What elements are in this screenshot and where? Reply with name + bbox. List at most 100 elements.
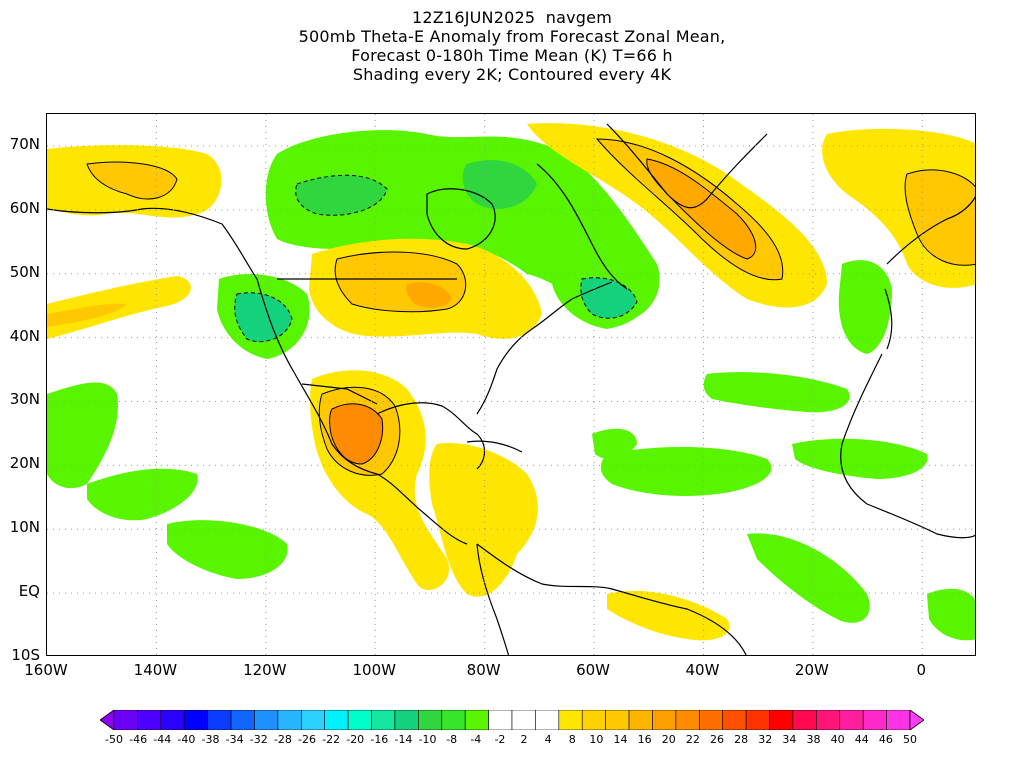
coast-east-us xyxy=(476,281,613,415)
colorbar-label: 34 xyxy=(782,733,797,746)
colorbar-label: 40 xyxy=(830,733,845,746)
colorbar-label: 2 xyxy=(520,733,528,746)
colorbar-label: 14 xyxy=(613,733,628,746)
colorbar-swatch xyxy=(745,710,770,730)
colorbar-swatch xyxy=(137,710,162,730)
colorbar-label: -28 xyxy=(273,733,292,746)
colorbar-label: 4 xyxy=(544,733,552,746)
lon-label: 140W xyxy=(133,661,178,679)
coast-samerica-w xyxy=(476,543,510,655)
shade-green-trop-atl-s xyxy=(747,533,870,623)
contour-mexico-outer xyxy=(318,386,401,476)
colorbar-arrow-left xyxy=(100,710,115,730)
lon-label: 0 xyxy=(916,661,927,679)
colorbar-swatch xyxy=(722,710,747,730)
colorbar-swatch xyxy=(605,710,630,730)
colorbar-swatch xyxy=(581,710,606,730)
title-line-3: Forecast 0-180h Time Mean (K) T=66 h xyxy=(351,46,673,65)
map-panel xyxy=(46,113,976,656)
coastlines xyxy=(47,123,975,655)
colorbar-label: -26 xyxy=(297,733,316,746)
colorbar-label: -8 xyxy=(446,733,458,746)
lon-label: 160W xyxy=(24,661,68,679)
colorbar-swatch xyxy=(347,710,372,730)
lat-label: 50N xyxy=(9,262,40,281)
lat-label: 30N xyxy=(9,390,40,409)
title-line-1: 12Z16JUN2025 navgem xyxy=(412,8,612,27)
colorbar-swatch xyxy=(511,710,536,730)
colorbar-label: -16 xyxy=(370,733,389,746)
contour-canada-neg xyxy=(295,174,388,216)
colorbar-label: -38 xyxy=(201,733,220,746)
colorbar-label: 10 xyxy=(589,733,604,746)
lat-label: EQ xyxy=(18,582,40,601)
colorbar-swatch xyxy=(886,710,911,730)
colorbar-swatch xyxy=(792,710,817,730)
lat-label: 10N xyxy=(9,518,40,537)
shade-green-gulf-guinea xyxy=(927,588,975,641)
colorbar-swatch xyxy=(394,710,419,730)
colorbar-swatch xyxy=(277,710,302,730)
colorbar-swatch xyxy=(652,710,677,730)
contour-greenland-inner xyxy=(646,158,757,260)
colorbar-label: -14 xyxy=(394,733,413,746)
shade-gold-alaska xyxy=(87,162,177,199)
map-canvas xyxy=(47,114,975,655)
shade-orange-mexico xyxy=(329,403,383,464)
shade-green-canada-inner xyxy=(295,175,387,216)
contour-greatlakes xyxy=(334,251,467,313)
shade-green-atlantic-mid xyxy=(703,372,850,413)
colorbar-label: -2 xyxy=(494,733,506,746)
lat-label: 70N xyxy=(9,134,40,153)
colorbar-swatch xyxy=(160,710,185,730)
colorbar-swatch xyxy=(183,710,208,730)
shade-green-caribbean-e xyxy=(592,428,637,460)
contour-lines xyxy=(86,138,975,476)
shade-green-pacific-w xyxy=(47,382,118,489)
lon-label: 80W xyxy=(466,661,501,679)
lon-label: 60W xyxy=(576,661,611,679)
colorbar-swatch xyxy=(839,710,864,730)
shade-yellow-samerica xyxy=(607,590,730,641)
colorbar-label: -50 xyxy=(105,733,123,746)
coast-hudson xyxy=(426,188,496,250)
colorbar-swatch xyxy=(371,710,396,730)
coast-cuba xyxy=(466,440,523,453)
coast-africa xyxy=(840,353,975,539)
shade-green-trop-atl xyxy=(600,447,772,496)
lat-label: 20N xyxy=(9,454,40,473)
colorbar-label: 22 xyxy=(685,733,700,746)
shade-orange-greatlakes xyxy=(406,282,452,308)
lat-label: 40N xyxy=(9,326,40,345)
lon-label: 20W xyxy=(794,661,829,679)
contour-greenland xyxy=(595,138,784,281)
title-line-2: 500mb Theta-E Anomaly from Forecast Zona… xyxy=(298,27,726,46)
colorbar-label: 44 xyxy=(854,733,869,746)
colorbar-label: -34 xyxy=(225,733,244,746)
shade-green-trop-atl-e xyxy=(792,438,928,479)
colorbar-swatch xyxy=(628,710,653,730)
colorbar-swatch xyxy=(254,710,279,730)
colorbar-label: 38 xyxy=(806,733,821,746)
shade-teal-westus xyxy=(234,292,292,342)
colorbar-swatch xyxy=(324,710,349,730)
map-title: 12Z16JUN2025 navgem 500mb Theta-E Anomal… xyxy=(0,8,1024,84)
colorbar-swatch xyxy=(535,710,560,730)
coast-iberia xyxy=(884,288,893,350)
colorbar-label: 50 xyxy=(903,733,917,746)
shade-green-iberia xyxy=(838,260,892,354)
lon-label: 40W xyxy=(685,661,720,679)
colorbar-label: -40 xyxy=(177,733,196,746)
contour-atl-neg xyxy=(580,277,638,319)
colorbar-swatch xyxy=(207,710,232,730)
lon-label: 120W xyxy=(243,661,287,679)
colorbar-label: -46 xyxy=(129,733,148,746)
shade-green-pacific-s xyxy=(167,520,288,579)
colorbar-swatch xyxy=(300,710,326,730)
colorbar-swatch xyxy=(418,710,443,730)
colorbar-label: -20 xyxy=(346,733,365,746)
title-line-4: Shading every 2K; Contoured every 4K xyxy=(352,65,672,84)
colorbar-swatch xyxy=(488,710,513,730)
colorbar-swatch xyxy=(675,710,700,730)
colorbar xyxy=(100,710,924,730)
